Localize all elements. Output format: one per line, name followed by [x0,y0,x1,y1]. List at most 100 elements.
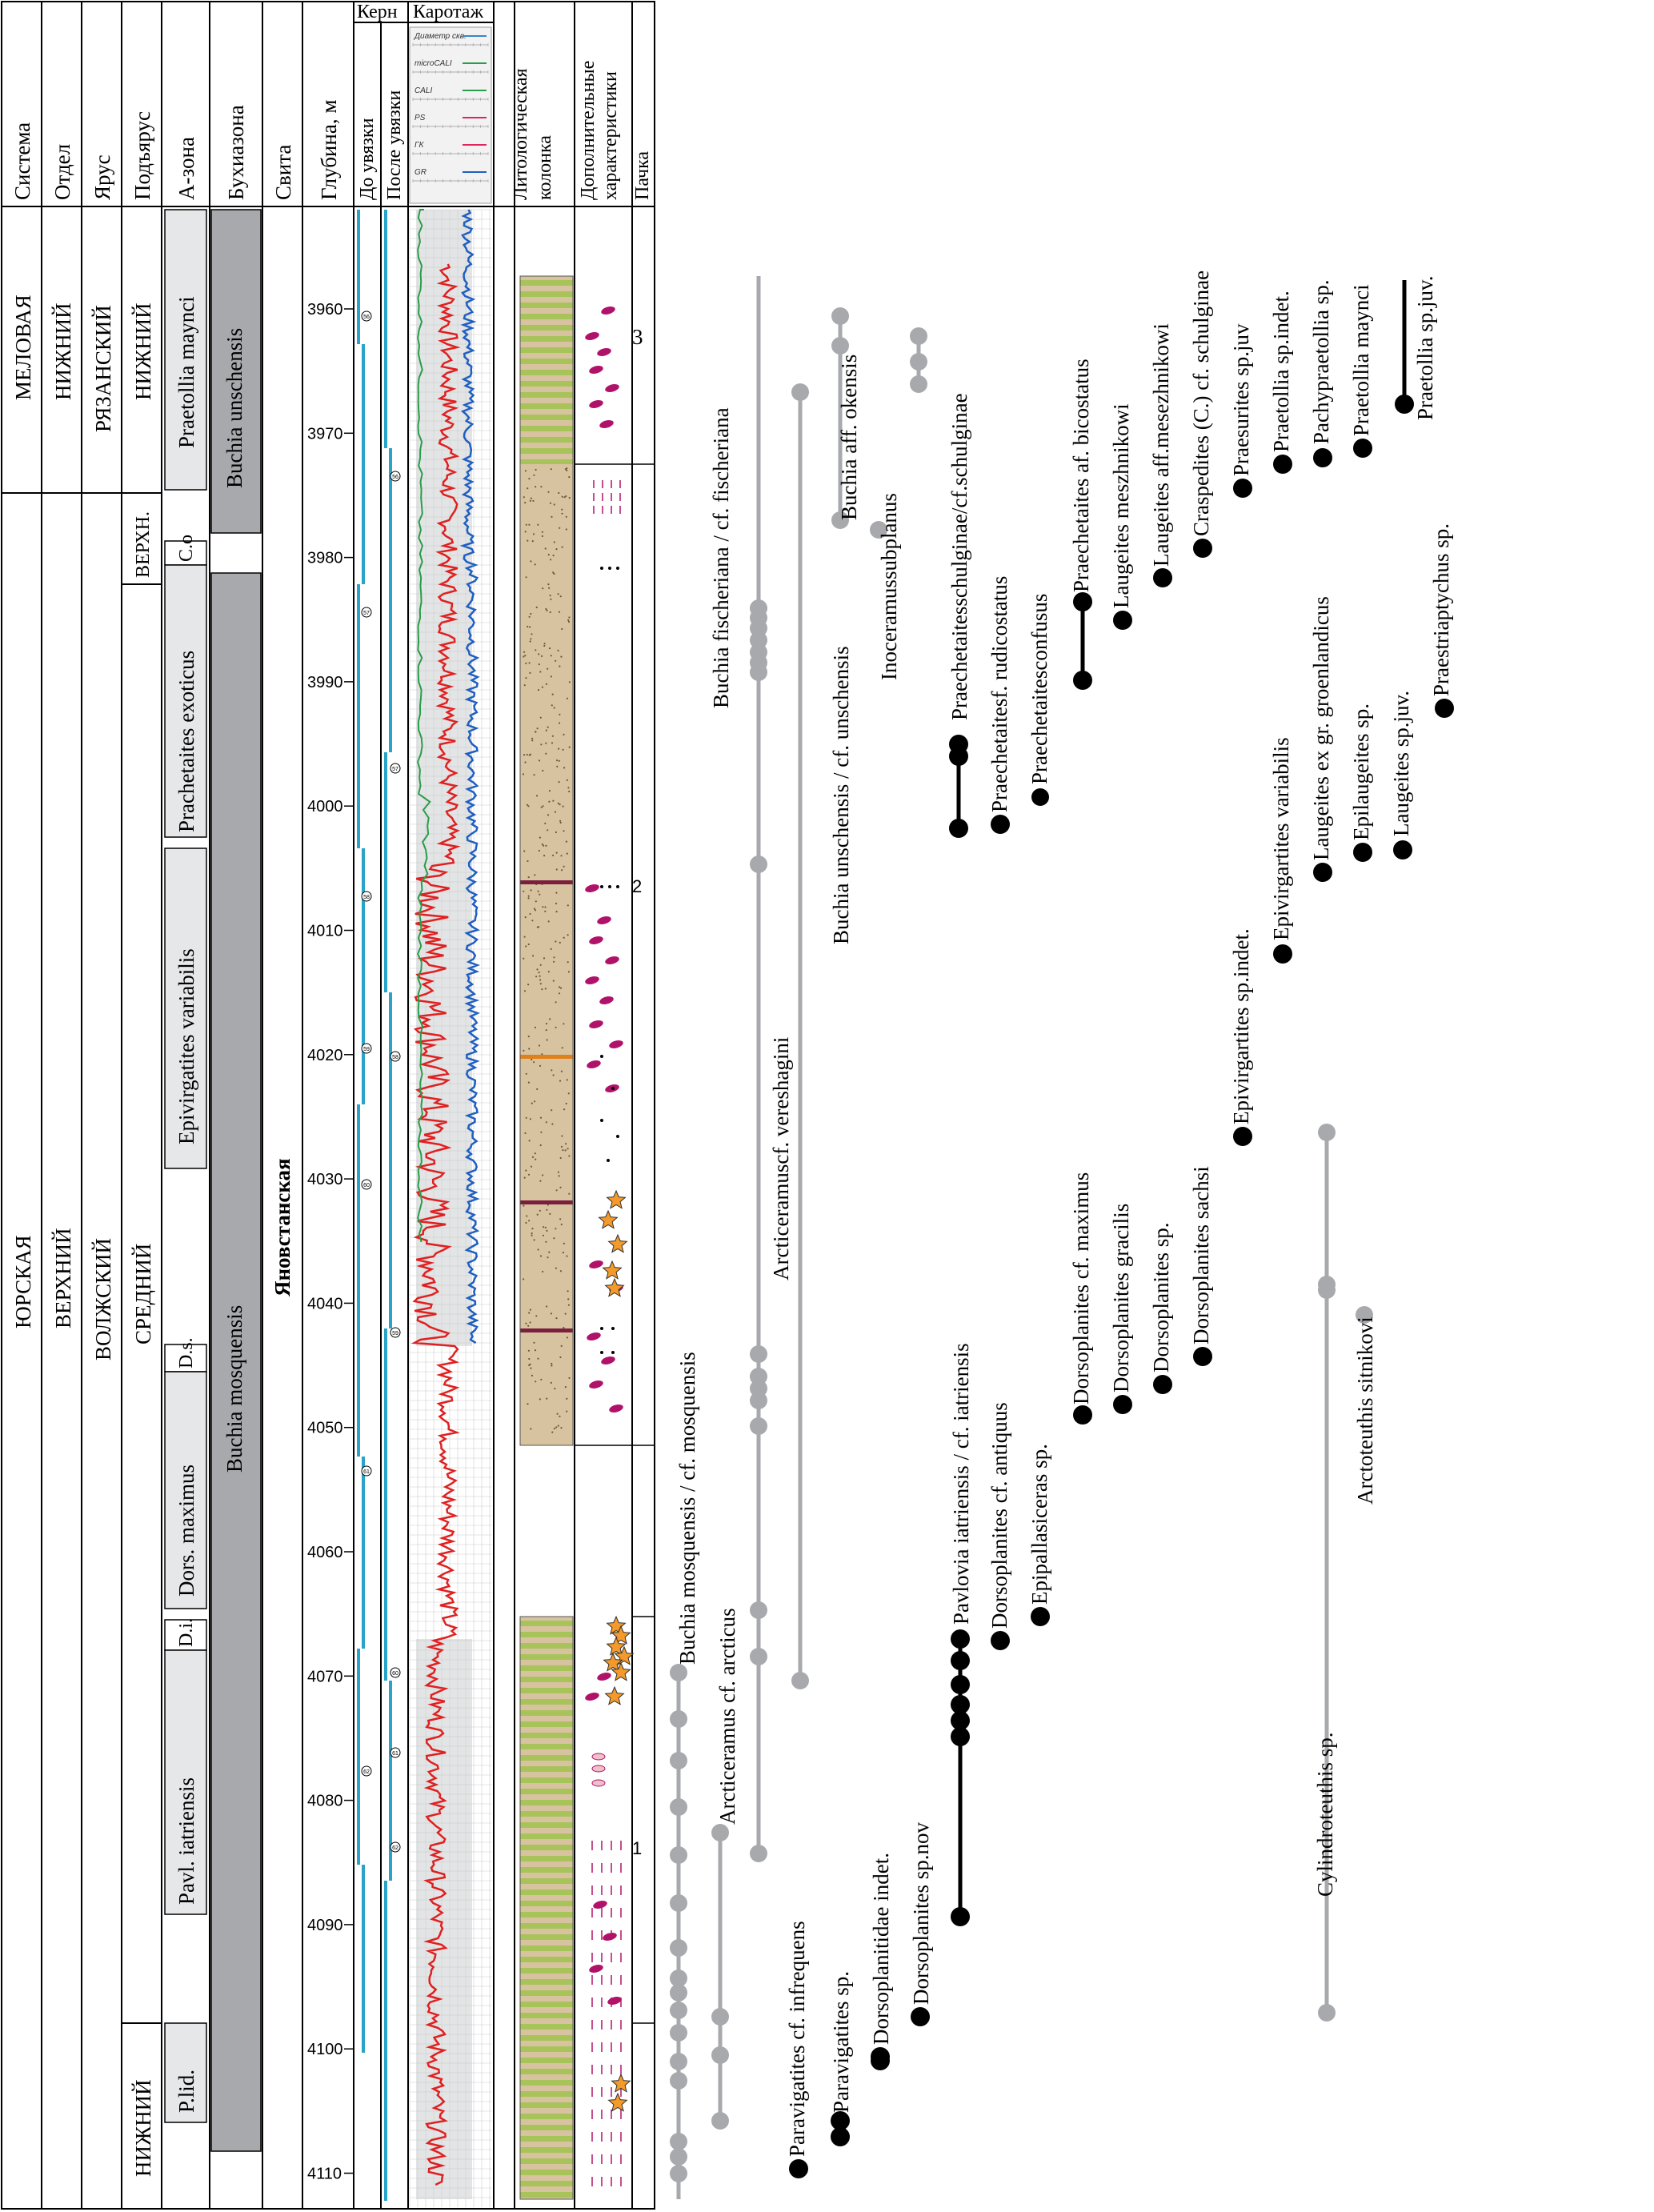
lithology-grain [563,733,565,736]
species-fischeriana: Buchia fischeriana / cf. fischeriana [709,407,733,708]
lithology-grain [535,468,537,471]
range-node-mosquensis [670,1710,687,1728]
lithology-grain [531,737,534,739]
range-node-bicostatus [1073,671,1092,690]
lithology-grain [560,1145,563,1148]
logging-curve-red [410,263,461,2186]
lithology-grain [559,1080,562,1082]
lithology-grain [563,865,565,868]
header-core: Керн [357,2,398,22]
lithology-grain [567,904,569,907]
lithology-grain [537,689,540,691]
lithology-grain [531,1234,533,1236]
lithology-grain [543,844,545,847]
buchia-zone-column: Buchia unschensis Buchia mosquensis [210,209,262,2152]
species-dors-sp: Dorsoplanites sp. [1149,1223,1173,1372]
range-node-dorsoplanites-nov [911,2007,930,2026]
lithology-grain [548,587,551,589]
lithology-stripe [520,2114,573,2119]
lithology-grain [550,559,552,561]
lithology-grain [531,1102,533,1104]
lithology-grain [555,548,558,551]
fossil-oval-marker [585,1693,599,1701]
core-sample-marker [390,1667,401,1678]
lithology-stripe [520,1912,573,1917]
fossil-oval-marker [589,366,603,374]
lithology-stripe [520,459,573,465]
lithology-grain [555,852,558,854]
lithology-grain [566,1336,569,1339]
lithology-grain [566,469,568,472]
lithology-grain [535,1380,537,1383]
lithology-grain [555,868,558,871]
core-sample-marker [390,1841,401,1853]
lithology-grain [525,1116,527,1119]
lithology-grain [551,515,553,519]
lithology-grain [549,611,551,614]
lithology-grain [540,655,543,658]
lithology-stripe [520,2125,573,2130]
lithology-grain [551,1431,554,1433]
lithology-grain [533,908,536,910]
range-node-mosquensis [670,1984,687,2002]
range-node-fischeriana [750,856,767,873]
lithology-grain [559,713,561,715]
dot-marker [607,1159,610,1162]
lithology-grain [546,1305,548,1308]
dot-marker [600,1119,603,1122]
core-sample-before: 59 [361,1043,372,1054]
lithology-grain [559,819,562,822]
lithology-grain [539,975,541,977]
range-node-cylindroteuthis [1318,2004,1336,2022]
lithology-grain [555,911,558,913]
lithology-grain [545,683,548,686]
lithology-grain [528,1140,531,1142]
zone-co: C.o [176,535,197,562]
core-sample-label: 60 [363,1183,370,1188]
species-confusus: Praechetaitesconfusus [1027,594,1051,784]
lithology-grain [527,487,529,490]
lithology-grain [555,1026,557,1028]
core-sample-label: 62 [363,1769,370,1775]
lithology-grain [527,1324,530,1327]
lithology-grain [532,499,535,503]
lithology-stripe [520,2024,573,2030]
lithology-grain [527,1403,529,1405]
lithology-grain [537,1248,539,1251]
lithology-grain [561,546,563,548]
lithology-grain [565,1102,567,1105]
lithology-grain [553,960,555,963]
fossil-oval-marker [589,1260,603,1268]
lithology-grain [552,555,555,557]
dot-marker [616,885,619,888]
fossil-oval-marker [587,1332,601,1340]
range-node-pavlovia [951,1711,970,1730]
lithology-grain [530,889,532,892]
lithology-grain [529,1321,531,1324]
range-node-pavlovia [951,1651,970,1670]
depth-tick-label: 3990 [307,674,343,691]
range-node-mosquensis [670,2148,687,2166]
lithology-grain [535,795,539,797]
lithology-grain [553,707,555,709]
range-node-maynci [1353,439,1372,458]
lithology-grain [528,1048,531,1050]
lithology-grain [567,934,569,936]
lithology-stripe [520,336,573,342]
fossil-oval-marker [589,1020,603,1028]
lithology-grain [559,665,561,667]
legend-label: PS [415,114,426,122]
lithology-stripe [520,1867,573,1873]
lithology-stripe [520,2192,573,2198]
lithology-stripe [520,1901,573,1906]
zone-buchia-mosquensis: Buchia mosquensis [222,1305,246,1473]
lithology-grain [546,609,548,612]
star-marker [611,2073,631,2093]
lithology-grain [539,1180,542,1182]
lithology-grain [529,912,531,916]
logging-track [409,209,492,2207]
range-node-paravigatites [831,2111,850,2130]
fossil-oval-marker [593,1901,607,1909]
lithology-stripe [520,1833,573,1839]
star-marker [603,1652,623,1672]
